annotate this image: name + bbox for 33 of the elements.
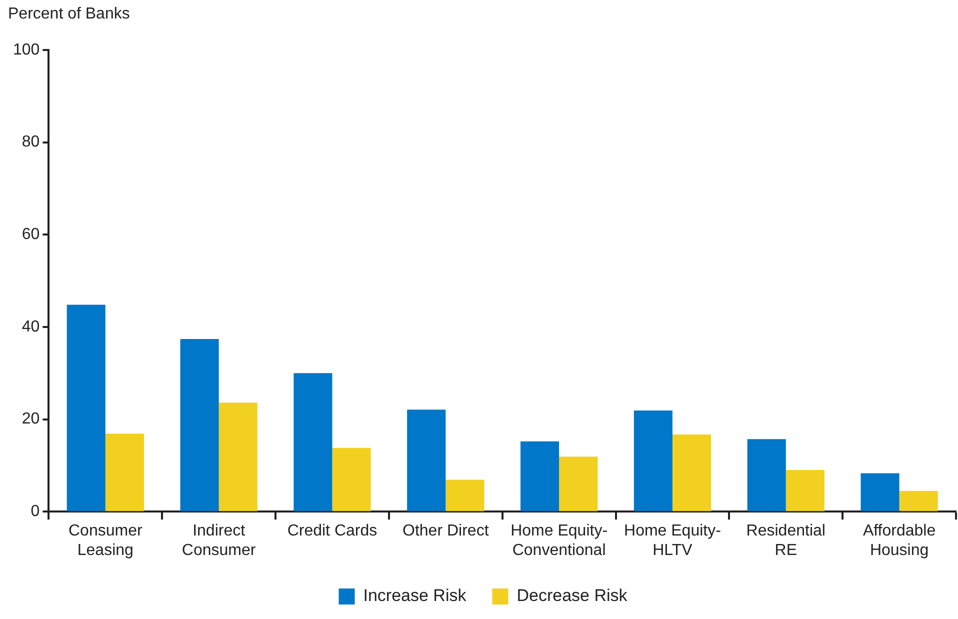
- x-tick-label: Affordable Housing: [862, 522, 936, 559]
- x-tick-label: Residential RE: [746, 522, 826, 559]
- x-tick-label: Other Direct: [402, 522, 490, 540]
- y-axis-title: Percent of Banks: [8, 5, 130, 22]
- bar: [105, 434, 144, 512]
- bar: [672, 434, 712, 512]
- bar: [294, 373, 332, 512]
- legend-label: Decrease Risk: [516, 586, 628, 606]
- y-tick-label: 60: [22, 226, 40, 244]
- y-tick-label: 20: [22, 410, 40, 428]
- bar: [407, 410, 446, 512]
- bar: [634, 410, 672, 512]
- x-tick-label: Indirect Consumer: [182, 522, 256, 559]
- bar: [520, 441, 560, 512]
- bar: [180, 338, 219, 512]
- bar: [860, 473, 900, 512]
- bar: [446, 480, 484, 512]
- legend-label: Increase Risk: [363, 586, 467, 606]
- bar: [747, 439, 786, 512]
- y-tick-label: 80: [22, 134, 40, 151]
- y-tick-label: 0: [30, 503, 40, 520]
- bar: [899, 490, 938, 512]
- bar: [332, 448, 371, 512]
- x-tick-label: Home Equity- HLTV: [624, 522, 721, 559]
- y-tick-label: 100: [12, 41, 40, 58]
- bar: [559, 456, 598, 512]
- bar: [218, 402, 258, 512]
- y-tick-label: 40: [22, 318, 40, 336]
- x-tick-label: Credit Cards: [287, 522, 378, 540]
- bar: [786, 470, 824, 512]
- x-tick-label: Consumer Leasing: [68, 522, 143, 559]
- bar: [66, 304, 106, 512]
- x-tick-label: Home Equity- Conventional: [510, 522, 608, 559]
